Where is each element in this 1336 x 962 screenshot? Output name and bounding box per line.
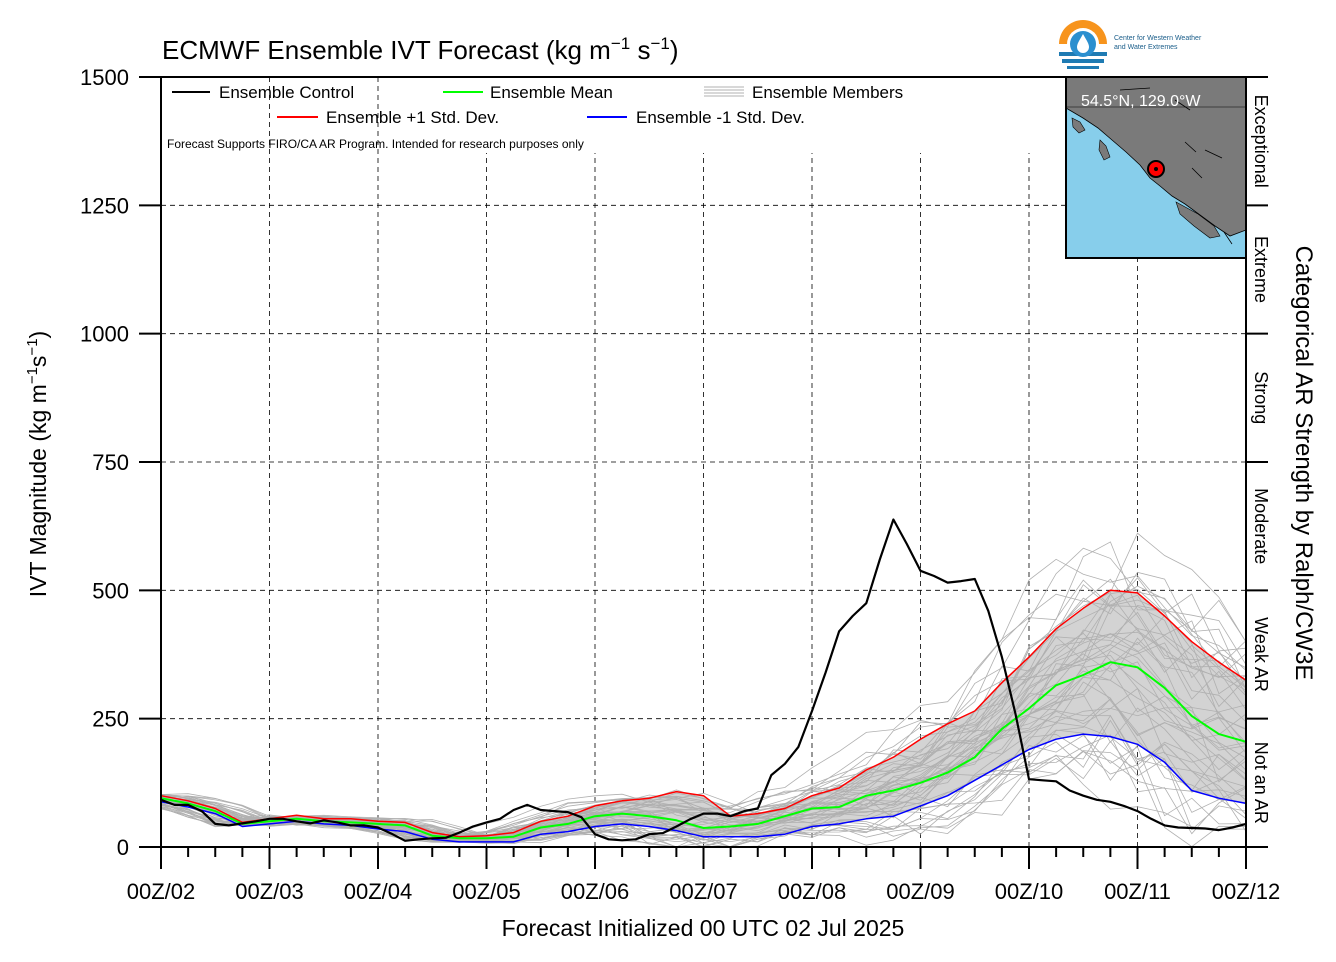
x-tick-label: 00Z/11 xyxy=(1104,879,1171,904)
y-tick-label: 250 xyxy=(92,707,129,732)
minus1sd-line xyxy=(160,733,1247,843)
ar-category-label: Extreme xyxy=(1251,236,1271,303)
ensemble-member-line xyxy=(160,634,1247,838)
right-axis-title: Categorical AR Strength by Ralph/CW3E xyxy=(1290,246,1317,681)
x-tick-label: 00Z/07 xyxy=(669,879,738,904)
y-tick-label: 750 xyxy=(92,450,129,475)
location-inset-map: 54.5°N, 129.0°W xyxy=(1065,76,1247,259)
ar-category-labels: Not an AR Weak AR Moderate Strong Extreme Exc… xyxy=(1251,95,1271,824)
logo-line1: Center for Western Weather xyxy=(1114,35,1202,42)
ar-category-label: Weak AR xyxy=(1251,617,1271,692)
ensemble-member-line xyxy=(160,547,1247,834)
y-tick-label: 1250 xyxy=(80,193,129,218)
x-tick-label: 00Z/08 xyxy=(778,879,847,904)
location-label: 54.5°N, 129.0°W xyxy=(1081,93,1201,110)
y-axis-title: IVT Magnitude (kg m−1s−1) xyxy=(24,331,51,597)
research-note: Forecast Supports FIRO/CA AR Program. In… xyxy=(167,137,584,151)
x-tick-label: 00Z/05 xyxy=(452,879,521,904)
x-tick-label: 00Z/03 xyxy=(235,879,304,904)
ensemble-spread-band xyxy=(161,590,1246,842)
series-layer xyxy=(160,518,1247,843)
x-tick-label: 00Z/12 xyxy=(1212,879,1281,904)
legend-label-mean: Ensemble Mean xyxy=(490,83,613,102)
ar-category-label: Not an AR xyxy=(1251,742,1271,824)
x-tick-label: 00Z/04 xyxy=(344,879,413,904)
cw3e-logo: Center for Western Weather and Water Ext… xyxy=(1059,20,1202,69)
ensemble-member-line xyxy=(160,729,1247,843)
ensemble-member-line xyxy=(160,584,1247,836)
legend-label-minus1sd: Ensemble -1 Std. Dev. xyxy=(636,108,805,127)
ensemble-member-line xyxy=(160,715,1247,841)
ar-category-label: Exceptional xyxy=(1251,95,1271,188)
x-axis-title: Forecast Initialized 00 UTC 02 Jul 2025 xyxy=(502,915,905,941)
x-tick-label: 00Z/09 xyxy=(886,879,955,904)
ensemble-control-line xyxy=(160,518,1247,842)
legend-label-plus1sd: Ensemble +1 Std. Dev. xyxy=(326,108,499,127)
ar-category-label: Strong xyxy=(1251,371,1271,424)
y-tick-label: 1000 xyxy=(80,322,129,347)
legend-swatch-members xyxy=(704,86,744,97)
x-tick-label: 00Z/02 xyxy=(127,879,196,904)
chart-title: ECMWF Ensemble IVT Forecast (kg m−1 s−1) xyxy=(162,34,679,65)
ensemble-member-line xyxy=(160,733,1247,848)
legend-label-control: Ensemble Control xyxy=(219,83,354,102)
x-tick-label: 00Z/10 xyxy=(995,879,1064,904)
y-tick-label: 1500 xyxy=(80,65,129,90)
legend-label-members: Ensemble Members xyxy=(752,83,903,102)
ar-category-label: Moderate xyxy=(1251,488,1271,564)
logo-line2: and Water Extremes xyxy=(1114,44,1178,51)
x-tick-label: 00Z/06 xyxy=(561,879,630,904)
y-tick-label: 0 xyxy=(117,835,129,860)
ensemble-member-line xyxy=(160,698,1247,845)
y-tick-label: 500 xyxy=(92,578,129,603)
tick-labels: 0 250 500 750 1000 1250 1500 00Z/02 00Z/03 00Z/04… xyxy=(80,65,1280,904)
legend: Ensemble Control Ensemble Mean Ensemble … xyxy=(167,83,903,151)
ensemble-mean-line xyxy=(160,661,1247,840)
ensemble-member-line xyxy=(160,594,1247,837)
plus1sd-line xyxy=(160,589,1247,838)
